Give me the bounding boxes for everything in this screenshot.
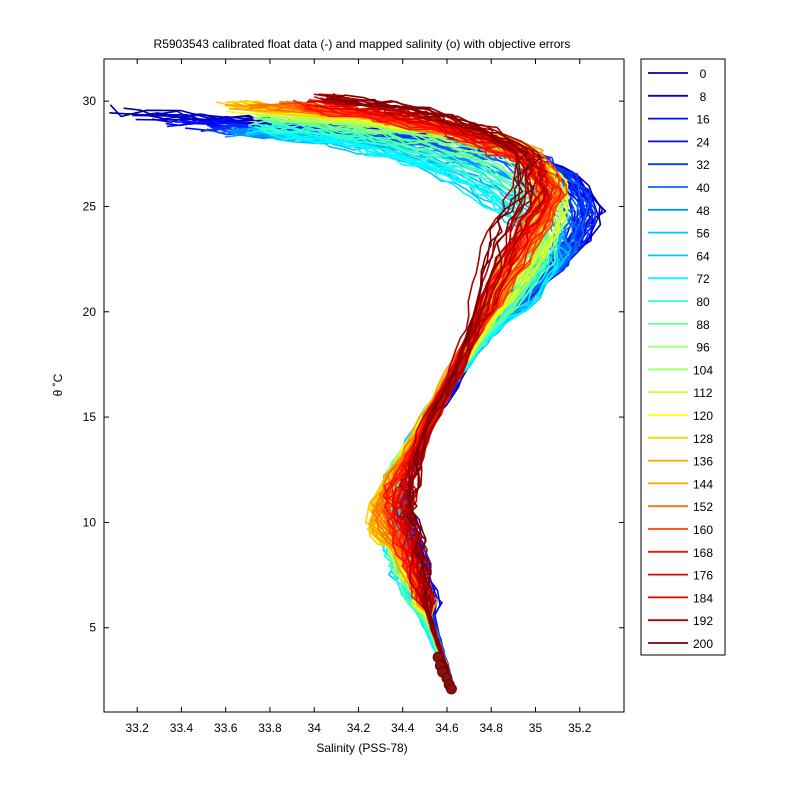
x-axis-ticks: 33.2 33.4 33.6 33.8 34 34.2 34.4 34.6 34.8 35 35.2 — [126, 59, 592, 735]
x-tick-label: 33.2 — [126, 721, 150, 735]
y-tick-label: 30 — [83, 94, 97, 108]
y-tick-label: 20 — [83, 305, 97, 319]
legend-label: 88 — [696, 318, 710, 332]
x-tick-label: 34.4 — [391, 721, 415, 735]
legend-box — [640, 58, 726, 656]
axes-frame — [103, 58, 625, 713]
legend: 0 8 16 24 32 40 48 56 64 72 80 88 96 104 112 120 128 136 1… — [640, 58, 726, 656]
legend-label: 136 — [693, 455, 713, 469]
plot-area: 33.2 33.4 33.6 33.8 34 34.2 34.4 34.6 34.8 35 35.2… — [83, 58, 625, 735]
legend-label: 72 — [696, 272, 710, 286]
legend-label: 24 — [696, 135, 710, 149]
legend-label: 112 — [693, 386, 712, 400]
legend-label: 56 — [696, 227, 710, 241]
profile-line — [275, 103, 541, 686]
legend-label: 8 — [700, 90, 707, 104]
legend-label: 104 — [693, 363, 713, 377]
legend-label: 184 — [693, 591, 713, 605]
legend-label: 120 — [693, 409, 713, 423]
legend-items: 0 8 16 24 32 40 48 56 64 72 80 88 96 104 112 120 128 136 1… — [648, 67, 713, 651]
legend-label: 48 — [696, 204, 710, 218]
legend-label: 192 — [693, 614, 713, 628]
y-tick-label: 25 — [83, 199, 97, 213]
legend-label: 32 — [696, 158, 710, 172]
profile-line — [325, 97, 532, 690]
legend-label: 176 — [693, 569, 713, 583]
chart-title: R5903543 calibrated float data (-) and m… — [154, 37, 571, 51]
x-tick-label: 34.8 — [480, 721, 504, 735]
legend-label: 0 — [700, 67, 707, 81]
legend-label: 80 — [696, 295, 710, 309]
legend-label: 200 — [693, 637, 713, 651]
profile-line — [326, 94, 548, 691]
mapped-salinity-marker — [445, 683, 457, 695]
profile-line — [325, 93, 521, 690]
x-tick-label: 35.2 — [568, 721, 592, 735]
legend-label: 64 — [696, 249, 710, 263]
x-tick-label: 34 — [308, 721, 322, 735]
y-tick-label: 15 — [83, 410, 97, 424]
legend-label: 160 — [693, 523, 713, 537]
x-tick-label: 33.6 — [214, 721, 238, 735]
legend-label: 16 — [696, 113, 710, 127]
legend-label: 40 — [696, 181, 710, 195]
legend-label: 168 — [693, 546, 713, 560]
legend-label: 144 — [693, 477, 713, 491]
mapped-salinity-markers — [432, 651, 457, 695]
x-tick-label: 34.2 — [347, 721, 371, 735]
y-tick-label: 10 — [83, 515, 97, 529]
y-axis-ticks: 5 10 15 20 25 30 — [83, 94, 624, 635]
y-tick-label: 5 — [89, 621, 96, 635]
y-axis-label: θ ˚C — [51, 373, 65, 396]
profile-lines — [109, 92, 607, 692]
x-tick-label: 33.4 — [170, 721, 194, 735]
x-axis-label: Salinity (PSS-78) — [316, 741, 407, 755]
legend-label: 152 — [693, 500, 713, 514]
x-tick-label: 34.6 — [435, 721, 459, 735]
legend-label: 96 — [696, 341, 710, 355]
legend-label: 128 — [693, 432, 713, 446]
x-tick-label: 33.8 — [258, 721, 282, 735]
x-tick-label: 35 — [529, 721, 543, 735]
